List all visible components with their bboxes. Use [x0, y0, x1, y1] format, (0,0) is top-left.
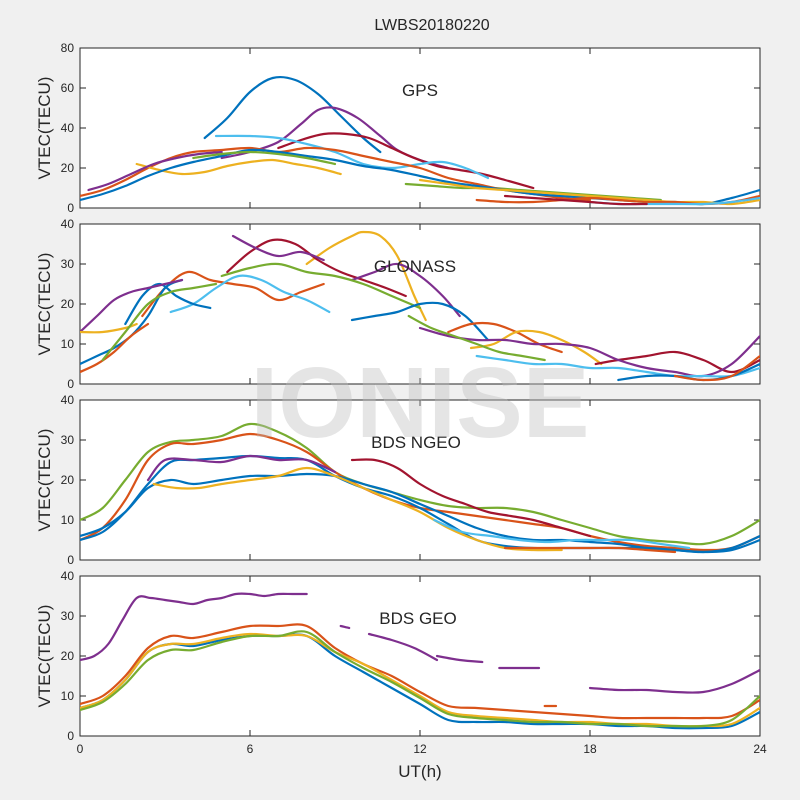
y-tick-label: 60 — [61, 81, 75, 95]
series-line-2 — [367, 632, 439, 662]
series-line-8 — [87, 150, 223, 192]
series-line-0 — [305, 230, 427, 322]
series-line-3 — [214, 134, 490, 180]
series-line-0 — [80, 592, 308, 662]
panel-0: 0 20 40 60 80 VTEC(TECU) GPS — [35, 41, 761, 215]
series-line-21 — [673, 354, 760, 382]
series-line-1 — [80, 432, 760, 552]
series-line-8 — [503, 546, 677, 554]
series-line-6 — [169, 274, 331, 314]
series-line-7 — [433, 518, 691, 550]
series-line-7 — [124, 282, 212, 326]
y-tick-label: 20 — [61, 161, 75, 175]
series-line-10 — [80, 630, 760, 728]
series-line-12 — [503, 194, 648, 206]
panel-2: 0 10 20 30 40 VTEC(TECU) BDS NGEO — [35, 393, 761, 567]
panel-label: GPS — [402, 81, 438, 100]
plot-area — [79, 47, 761, 209]
series-group — [80, 422, 760, 554]
panel-label: BDS GEO — [379, 609, 456, 628]
x-tick-label: 24 — [753, 742, 767, 756]
panel-1: 0 10 20 30 40 VTEC(TECU) GLONASS — [35, 217, 761, 391]
y-tick-label: 30 — [61, 257, 75, 271]
series-line-3 — [435, 654, 484, 664]
series-line-6 — [350, 458, 592, 538]
series-line-2 — [277, 132, 535, 190]
series-line-2 — [231, 234, 325, 262]
series-group — [80, 592, 760, 730]
x-axis-label: UT(h) — [398, 762, 441, 781]
series-line-3 — [146, 454, 337, 482]
y-tick-label: 0 — [67, 201, 74, 215]
panel-label: GLONASS — [374, 257, 456, 276]
y-tick-label: 10 — [61, 689, 75, 703]
series-line-7 — [80, 623, 760, 720]
series-line-20 — [407, 314, 546, 362]
chart-title: LWBS20180220 — [374, 17, 489, 34]
series-line-5 — [152, 466, 563, 552]
y-tick-label: 20 — [61, 473, 75, 487]
plot-area — [79, 399, 761, 561]
x-tick-label: 0 — [77, 742, 84, 756]
y-tick-label: 0 — [67, 377, 74, 391]
series-line-6 — [135, 158, 342, 176]
series-line-9 — [418, 178, 760, 206]
y-tick-label: 40 — [61, 393, 75, 407]
series-line-4 — [220, 262, 422, 310]
series-group — [80, 75, 760, 206]
y-tick-label: 10 — [61, 337, 75, 351]
x-tick-label: 18 — [583, 742, 597, 756]
series-line-9 — [80, 632, 760, 728]
series-line-18 — [475, 354, 760, 378]
y-tick-label: 30 — [61, 433, 75, 447]
y-axis-label: VTEC(TECU) — [35, 429, 54, 532]
series-line-0 — [203, 75, 382, 154]
series-line-1 — [339, 624, 351, 630]
y-axis-label: VTEC(TECU) — [35, 605, 54, 708]
series-line-17 — [101, 282, 218, 362]
series-line-16 — [80, 322, 138, 334]
series-line-13 — [192, 150, 337, 166]
series-line-0 — [80, 422, 760, 546]
series-line-3 — [350, 262, 461, 318]
y-tick-label: 0 — [67, 553, 74, 567]
x-tick-label: 6 — [247, 742, 254, 756]
y-tick-label: 40 — [61, 217, 75, 231]
y-axis-label: VTEC(TECU) — [35, 77, 54, 180]
panel-label: BDS NGEO — [371, 433, 461, 452]
series-line-15 — [80, 278, 184, 334]
series-line-4 — [80, 472, 760, 554]
y-tick-label: 80 — [61, 41, 75, 55]
y-tick-label: 10 — [61, 513, 75, 527]
y-tick-label: 40 — [61, 569, 75, 583]
y-tick-label: 30 — [61, 609, 75, 623]
y-axis-label: VTEC(TECU) — [35, 253, 54, 356]
series-group — [80, 230, 760, 382]
watermark-text: IONISE — [251, 347, 590, 459]
series-line-10 — [469, 329, 603, 366]
y-tick-label: 20 — [61, 297, 75, 311]
plot-area — [79, 575, 761, 737]
series-line-8 — [350, 301, 490, 342]
y-tick-label: 0 — [67, 729, 74, 743]
y-tick-label: 40 — [61, 121, 75, 135]
y-tick-label: 20 — [61, 649, 75, 663]
series-line-14 — [80, 322, 150, 374]
panel-3: 0 10 20 30 40 0 6 12 18 24 VTEC(TECU) BDS GEO — [35, 569, 767, 756]
series-line-5 — [588, 668, 760, 694]
x-tick-label: 12 — [413, 742, 427, 756]
